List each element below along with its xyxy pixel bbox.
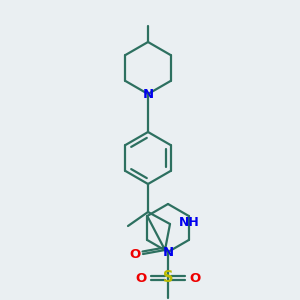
Text: S: S xyxy=(163,271,173,286)
Text: O: O xyxy=(189,272,201,284)
Text: O: O xyxy=(135,272,147,284)
Text: N: N xyxy=(142,88,154,100)
Text: N: N xyxy=(162,245,174,259)
Text: NH: NH xyxy=(179,217,200,230)
Text: O: O xyxy=(129,248,141,260)
